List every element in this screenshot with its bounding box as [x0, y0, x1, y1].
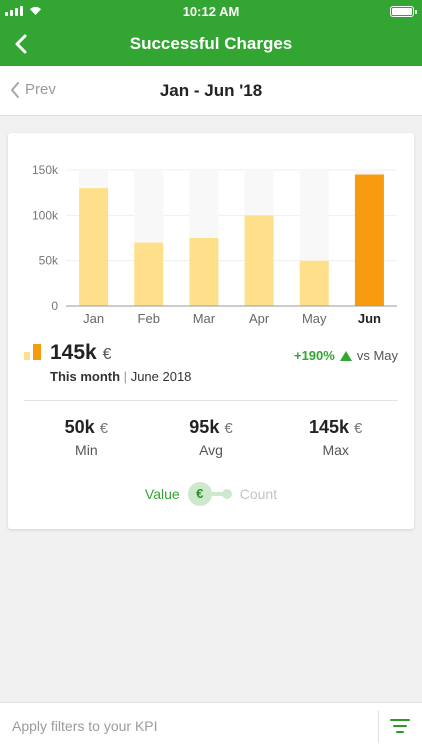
value-count-switch[interactable]: € — [187, 482, 232, 506]
change-percent: +190% — [293, 348, 335, 363]
bar-chart: 0 50k 100k 150k Jan Feb Mar Apr May Jun — [32, 163, 397, 326]
euro-icon: € — [187, 482, 212, 506]
bar-chart-legend-icon — [24, 344, 42, 360]
stat-min-label: Min — [75, 442, 98, 458]
period-title: Jan - Jun '18 — [159, 81, 263, 100]
kpi-period-value: June 2018 — [130, 369, 192, 384]
x-tick-label: Mar — [193, 311, 216, 326]
bar-feb — [134, 242, 164, 306]
kpi-amount: 145k — [50, 341, 97, 364]
stat-max-value: 145k — [308, 417, 350, 437]
app-bar: Successful Charges — [0, 22, 422, 66]
kpi-value: 145k € — [50, 341, 111, 365]
kpi-period-label: This month — [50, 369, 121, 384]
x-tick-label: May — [302, 311, 327, 326]
stat-avg-unit: € — [224, 420, 233, 437]
x-tick-label: Jan — [83, 311, 104, 326]
chevron-left-icon — [11, 81, 19, 98]
switch-end — [221, 489, 232, 499]
filter-prompt[interactable]: Apply filters to your KPI — [12, 718, 158, 734]
y-tick-label: 50k — [39, 254, 59, 268]
filter-bar[interactable]: Apply filters to your KPI — [0, 702, 422, 750]
period-navigator: Prev Jan - Jun '18 — [0, 66, 422, 116]
kpi-change: +190% vs May — [294, 348, 398, 363]
stats-row: 50k € Min 95k € Avg 145k € Max — [24, 417, 398, 458]
x-tick-label: Jun — [358, 311, 381, 326]
kpi-period: This month | June 2018 — [50, 369, 191, 384]
y-tick-label: 100k — [32, 208, 59, 222]
stat-min: 50k € Min — [24, 417, 149, 458]
toggle-value-label[interactable]: Value — [144, 486, 180, 502]
prev-label: Prev — [25, 81, 56, 98]
signal-icon — [5, 6, 23, 16]
stat-min-value: 50k — [64, 417, 95, 437]
back-chevron-icon[interactable] — [10, 32, 34, 56]
switch-track — [201, 492, 228, 496]
bar-apr — [244, 215, 274, 306]
filter-icon[interactable] — [390, 719, 410, 735]
y-tick-label: 150k — [32, 163, 59, 177]
filter-separator — [378, 711, 379, 743]
stat-avg-value: 95k — [189, 417, 220, 437]
stat-avg: 95k € Avg — [149, 417, 274, 458]
status-bar: 10:12 AM — [0, 0, 422, 22]
y-tick-label: 0 — [51, 299, 58, 313]
stat-max: 145k € Max — [273, 417, 398, 458]
value-count-toggle: Value € Count — [8, 482, 414, 506]
bar-may — [299, 260, 329, 306]
x-tick-label: Feb — [138, 311, 160, 326]
battery-icon — [390, 6, 417, 17]
wifi-icon — [30, 6, 41, 15]
kpi-card: 0 50k 100k 150k Jan Feb Mar Apr May Jun 145k € Th… — [8, 133, 414, 529]
status-time: 10:12 AM — [182, 4, 240, 19]
stat-max-label: Max — [322, 442, 349, 458]
stat-max-unit: € — [354, 420, 363, 437]
prev-button[interactable]: Prev — [10, 81, 56, 98]
stat-avg-label: Avg — [199, 442, 223, 458]
bar-jan — [79, 188, 109, 306]
kpi-unit: € — [102, 346, 112, 363]
arrow-up-icon — [339, 350, 352, 361]
page-title: Successful Charges — [129, 34, 293, 53]
toggle-count-label[interactable]: Count — [239, 486, 278, 502]
bar-mar — [189, 238, 219, 306]
divider — [24, 400, 398, 401]
stat-min-unit: € — [99, 420, 109, 437]
x-tick-label: Apr — [249, 311, 270, 326]
kpi-period-separator: | — [123, 369, 128, 384]
bar-jun — [354, 174, 384, 306]
change-comparison: vs May — [356, 348, 398, 363]
